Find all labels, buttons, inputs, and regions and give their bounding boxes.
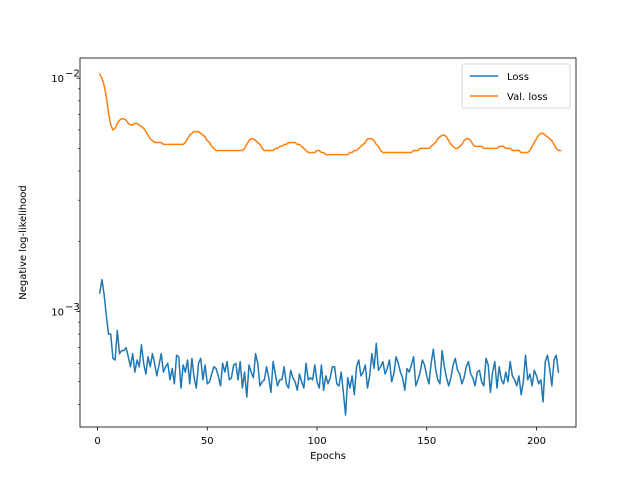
series-line-0: [98, 278, 560, 416]
x-tick-label: 150: [417, 436, 436, 447]
x-tick-label: 200: [527, 436, 546, 447]
y-tick-label-exponent: −3: [65, 302, 80, 313]
y-tick-label: 10: [51, 308, 64, 319]
y-axis: 10−310−2: [51, 69, 80, 405]
x-tick-label: 0: [94, 436, 100, 447]
y-tick-label: 10: [51, 74, 64, 85]
series-line-1: [98, 73, 562, 156]
x-tick-label: 100: [307, 436, 326, 447]
legend-box: [461, 63, 571, 109]
x-axis-label: Epochs: [310, 451, 346, 462]
plot-area: [98, 73, 562, 416]
axes-frame: [79, 57, 577, 428]
legend-label: Loss: [507, 72, 529, 83]
y-axis-label: Negative log-likelihood: [18, 185, 29, 300]
legend: Loss Val. loss: [461, 63, 571, 109]
y-tick-label-exponent: −2: [65, 69, 80, 80]
legend-label: Val. loss: [507, 92, 548, 103]
x-axis: 0 50 100 150 200: [94, 427, 546, 447]
x-tick-label: 50: [201, 436, 214, 447]
